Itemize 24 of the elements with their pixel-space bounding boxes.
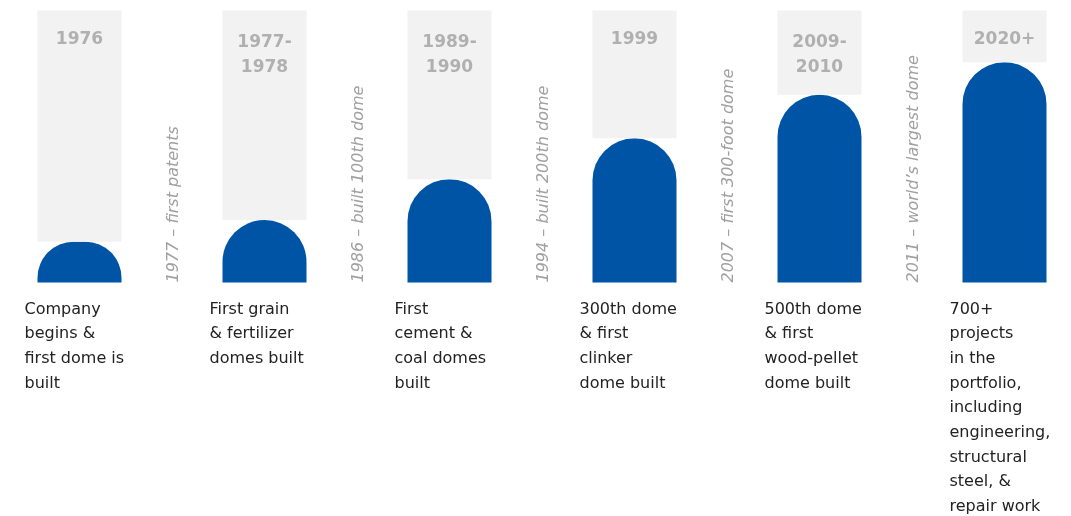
text: 300th dome & first clinker dome built xyxy=(579,298,677,392)
bar xyxy=(592,138,677,283)
text: 700+ projects in the portfolio, including engineering, structural steel, & repair work xyxy=(949,298,1051,516)
text: Company begins & first dome is built xyxy=(24,298,125,392)
bar xyxy=(962,62,1047,283)
x-tick-label: 1989- 1990 xyxy=(422,30,477,76)
annotation: 1986 – built 100th dome xyxy=(347,85,367,283)
bar xyxy=(222,10,307,220)
bar xyxy=(592,10,677,139)
x-tick-label: 1999 xyxy=(610,27,659,48)
x-tick-label: 1976 xyxy=(55,27,104,48)
text: First cement & coal domes built xyxy=(394,298,487,392)
bar xyxy=(37,10,122,242)
annotation: 1994 – built 200th dome xyxy=(532,85,552,283)
annotation: 2007 – first 300-foot dome xyxy=(717,68,737,283)
x-tick-label: 2020+ xyxy=(973,27,1036,48)
text: First grain & fertilizer domes built xyxy=(209,298,304,367)
bar xyxy=(407,10,492,180)
x-tick-label: 2009- 2010 xyxy=(792,30,847,76)
annotation: 2011 – world’s largest dome xyxy=(902,54,922,283)
x-tick-label: 1977- 1978 xyxy=(237,30,292,76)
annotation: 1977 – first patents xyxy=(162,126,182,283)
bar xyxy=(777,94,862,283)
text: 500th dome & first wood-pellet dome built xyxy=(764,298,862,392)
